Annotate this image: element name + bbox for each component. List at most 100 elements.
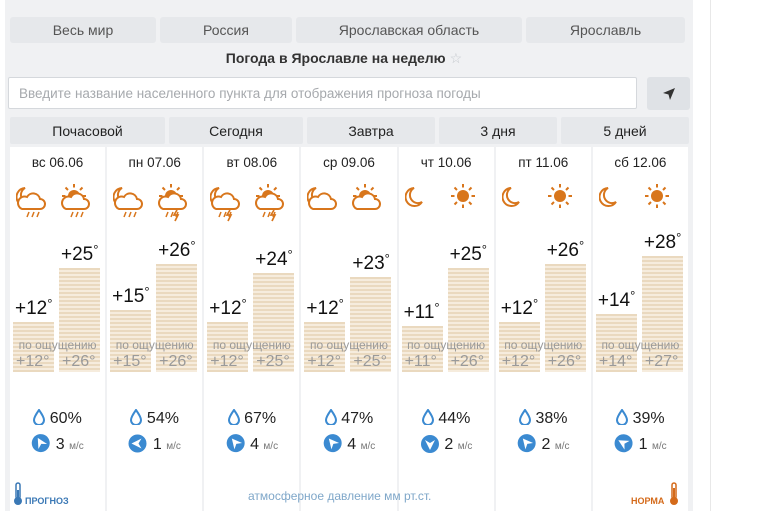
wind-unit: м/с: [166, 441, 181, 452]
day-column[interactable]: чт 10.06 +11° +25° по ощущению +11° +26°…: [398, 147, 494, 511]
day-temp: +25°: [449, 242, 487, 265]
night-feels-like: +14°: [598, 353, 633, 370]
day-date: вт 08.06: [226, 155, 278, 170]
feels-like-label: по ощущению: [310, 338, 388, 352]
wind-unit: м/с: [457, 441, 473, 452]
nav-world[interactable]: Весь мир: [10, 17, 156, 43]
day-column[interactable]: пт 11.06 +12° +26° по ощущению +12° +26°…: [495, 147, 591, 511]
city-search-input[interactable]: [8, 77, 637, 109]
sun-icon: [546, 183, 580, 228]
night-temp: +12°: [306, 296, 344, 319]
feels-like-label: по ощущению: [407, 338, 486, 352]
weather-icons: [204, 183, 299, 223]
wind-unit: м/с: [69, 441, 84, 452]
wind-direction-icon: [128, 434, 149, 454]
nav-region[interactable]: Ярославская область: [296, 17, 522, 43]
day-date: сб 12.06: [614, 155, 667, 170]
drop-icon: [227, 408, 240, 427]
wind-speed: 4: [250, 436, 259, 453]
night-temp-bar: [498, 322, 540, 372]
tab-3-days[interactable]: 3 дня: [439, 117, 557, 144]
drop-icon: [519, 408, 532, 427]
wind-direction-icon: [27, 429, 55, 457]
day-feels-like: +26°: [450, 353, 485, 370]
humidity: 47%: [301, 408, 396, 428]
night-temp-bar: [304, 322, 346, 372]
wind-unit: м/с: [263, 441, 279, 452]
sun-icon: [643, 183, 677, 228]
day-temp: +28°: [643, 230, 682, 253]
moon-cloud-rain-icon: [15, 183, 50, 228]
tab-5-days[interactable]: 5 дней: [561, 117, 689, 144]
thermometer-warm-icon: [670, 482, 678, 505]
geolocation-button[interactable]: [647, 77, 690, 110]
day-feels-like: +26°: [62, 353, 96, 370]
forecast-tabs: Почасовой Сегодня Завтра 3 дня 5 дней: [10, 117, 693, 144]
day-column[interactable]: вс 06.06 +12° +25° по ощущению +12° +26°…: [10, 147, 106, 511]
day-temp-bar: [156, 264, 198, 372]
night-temp: +12°: [15, 296, 53, 319]
sun-cloud-rain-icon: [60, 183, 94, 228]
day-temp-bar: [641, 256, 683, 372]
day-feels-like: +25°: [256, 353, 290, 370]
wind-unit: м/с: [651, 441, 667, 452]
night-feels-like: +12°: [307, 353, 341, 370]
day-date: вс 06.06: [31, 155, 84, 170]
feels-like-label: по ощущению: [115, 338, 194, 352]
day-temp-bar: [253, 273, 295, 372]
day-column[interactable]: ср 09.06 +12° +23° по ощущению +12° +25°…: [301, 147, 397, 511]
moon-cloud-storm-icon: [209, 183, 244, 228]
sun-icon: [449, 183, 483, 228]
day-temp-bar: [350, 277, 392, 372]
nav-city[interactable]: Ярославль: [526, 17, 685, 43]
day-column[interactable]: пн 07.06 +15° +26° по ощущению +15° +26°…: [107, 147, 203, 511]
day-temp: +25°: [61, 242, 99, 265]
wind-speed: 2: [541, 436, 551, 453]
moon-icon: [598, 183, 633, 228]
night-temp: +11°: [403, 300, 440, 323]
night-temp-bar: [13, 322, 54, 372]
bottom-legend: ПРОГНОЗ атмосферное давление мм рт.ст. Н…: [0, 482, 688, 508]
page-title: Погода в Ярославле на неделю ☆: [0, 50, 688, 67]
day-date: чт 10.06: [420, 155, 472, 170]
day-column[interactable]: сб 12.06 +14° +28° по ощущению +14° +27°…: [592, 147, 688, 511]
day-temp-bar: [59, 268, 100, 372]
humidity: 44%: [399, 408, 494, 428]
star-icon[interactable]: ☆: [449, 50, 463, 66]
location-arrow-icon: [662, 87, 675, 100]
night-feels-like: +12°: [501, 353, 536, 370]
sun-cloud-storm-icon: [254, 183, 288, 228]
nav-russia[interactable]: Россия: [160, 17, 292, 43]
moon-cloud-icon: [307, 183, 341, 228]
weather-icons: [399, 183, 494, 223]
day-date: пт 11.06: [518, 155, 569, 170]
feels-like-label: по ощущению: [601, 338, 680, 352]
weather-icons: [496, 183, 591, 223]
weather-icons: [593, 183, 688, 223]
feels-like-label: по ощущению: [212, 338, 291, 352]
tab-today[interactable]: Сегодня: [169, 117, 303, 144]
day-feels-like: +27°: [644, 353, 679, 370]
sun-cloud-storm-icon: [157, 183, 191, 228]
day-feels-like: +26°: [159, 353, 193, 370]
day-column[interactable]: вт 08.06 +12° +24° по ощущению +12° +25°…: [204, 147, 300, 511]
tab-tomorrow[interactable]: Завтра: [307, 117, 435, 144]
night-temp: +12°: [500, 296, 539, 319]
humidity: 38%: [496, 408, 591, 428]
wind-direction-icon: [318, 429, 347, 458]
day-temp: +24°: [255, 247, 293, 270]
wind: 2 м/с: [399, 433, 494, 454]
humidity: 39%: [593, 408, 688, 428]
week-forecast: вс 06.06 +12° +25° по ощущению +12° +26°…: [10, 147, 688, 511]
day-date: пн 07.06: [128, 155, 181, 170]
wind: 1 м/с: [107, 433, 202, 454]
night-feels-like: +15°: [113, 353, 147, 370]
night-temp: +12°: [209, 296, 247, 319]
weather-icons: [301, 183, 396, 223]
tab-hourly[interactable]: Почасовой: [10, 117, 165, 144]
wind-speed: 1: [638, 436, 648, 453]
pressure-label[interactable]: атмосферное давление мм рт.ст.: [248, 489, 432, 503]
day-feels-like: +25°: [353, 353, 387, 370]
wind-unit: м/с: [554, 441, 570, 452]
wind: 4 м/с: [301, 433, 396, 454]
